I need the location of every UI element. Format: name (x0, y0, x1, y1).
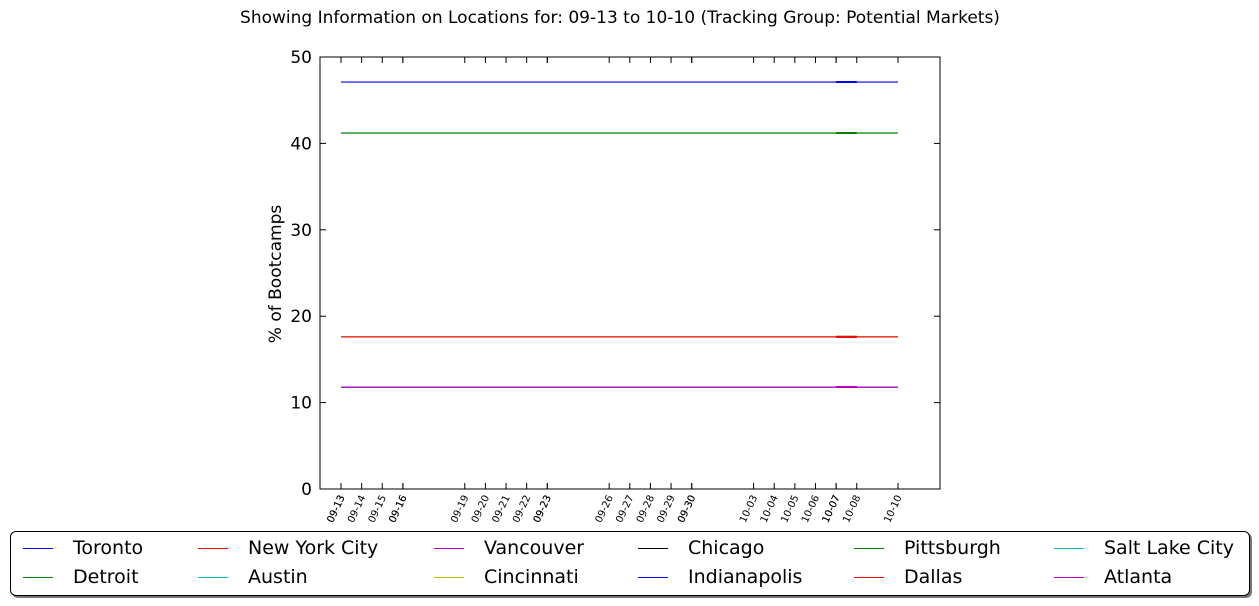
x-tick-label: 10-10 (882, 494, 904, 525)
legend-label: Cincinnati (484, 566, 579, 588)
x-tick-label: 09-29 (656, 494, 678, 525)
legend-label: Indianapolis (688, 566, 803, 588)
y-tick-label: 30 (290, 221, 312, 241)
legend-label: Vancouver (484, 537, 585, 559)
legend-item: Dallas (854, 565, 962, 589)
legend-item: Detroit (23, 565, 139, 589)
legend-swatch (1054, 547, 1084, 549)
legend-label: Austin (248, 566, 308, 588)
x-tick-label: 09-22 (511, 494, 533, 525)
x-tick-label: 09-30 (676, 494, 698, 525)
legend-swatch (638, 547, 668, 549)
legend-label: Salt Lake City (1104, 537, 1234, 559)
legend-label: New York City (248, 537, 379, 559)
legend-swatch (23, 547, 53, 549)
x-tick-label: 09-16 (387, 494, 409, 525)
x-tick-label: 09-23 (532, 494, 554, 525)
legend-swatch (434, 576, 464, 578)
legend: Toronto Detroit New York City Austin Vancouv… (10, 531, 1250, 596)
legend-swatch (198, 547, 228, 549)
x-tick-label: 10-07 (821, 494, 843, 525)
legend-label: Pittsburgh (904, 537, 1001, 559)
legend-item: New York City (198, 536, 378, 560)
legend-swatch (854, 576, 884, 578)
x-tick-label: 10-03 (738, 494, 760, 525)
x-tick-label: 09-26 (594, 494, 616, 525)
x-tick-label: 09-20 (470, 494, 492, 525)
x-tick-label: 10-06 (800, 494, 822, 525)
x-tick-label: 10-04 (759, 494, 781, 525)
x-tick-label: 09-21 (491, 494, 513, 525)
legend-swatch (1054, 576, 1084, 578)
legend-label: Chicago (688, 537, 765, 559)
legend-swatch (23, 576, 53, 578)
legend-label: Dallas (904, 566, 963, 588)
legend-label: Detroit (73, 566, 139, 588)
x-tick-label: 09-13 (325, 494, 347, 525)
x-tick-label: 09-14 (346, 494, 368, 525)
x-tick-label: 09-15 (367, 494, 389, 525)
x-tick-label: 09-28 (635, 494, 657, 525)
y-tick-label: 20 (290, 307, 312, 327)
y-tick-label: 50 (290, 48, 312, 68)
legend-item: Austin (198, 565, 308, 589)
legend-swatch (854, 547, 884, 549)
legend-swatch (434, 547, 464, 549)
x-tick-label: 10-05 (779, 494, 801, 525)
x-tick-label: 10-08 (841, 494, 863, 525)
plot-area-frame (319, 56, 941, 490)
legend-item: Toronto (23, 536, 143, 560)
legend-label: Toronto (73, 537, 144, 559)
chart-title: Showing Information on Locations for: 09… (240, 8, 1000, 28)
y-tick-label: 0 (301, 480, 312, 500)
y-tick-label: 10 (290, 394, 312, 414)
legend-swatch (638, 576, 668, 578)
line-chart: 0102030405009-1309-1309-1409-1509-1609-1… (266, 48, 941, 525)
legend-item: Cincinnati (434, 565, 579, 589)
y-tick-label: 40 (290, 134, 312, 154)
legend-label: Atlanta (1104, 566, 1173, 588)
legend-item: Pittsburgh (854, 536, 1001, 560)
x-tick-label: 09-27 (614, 494, 636, 525)
legend-item: Indianapolis (638, 565, 802, 589)
legend-swatch (198, 576, 228, 578)
legend-item: Vancouver (434, 536, 584, 560)
y-axis-label: % of Bootcamps (266, 205, 286, 344)
x-tick-label: 09-19 (449, 494, 471, 525)
legend-item: Atlanta (1054, 565, 1172, 589)
legend-item: Salt Lake City (1054, 536, 1234, 560)
legend-item: Chicago (638, 536, 764, 560)
